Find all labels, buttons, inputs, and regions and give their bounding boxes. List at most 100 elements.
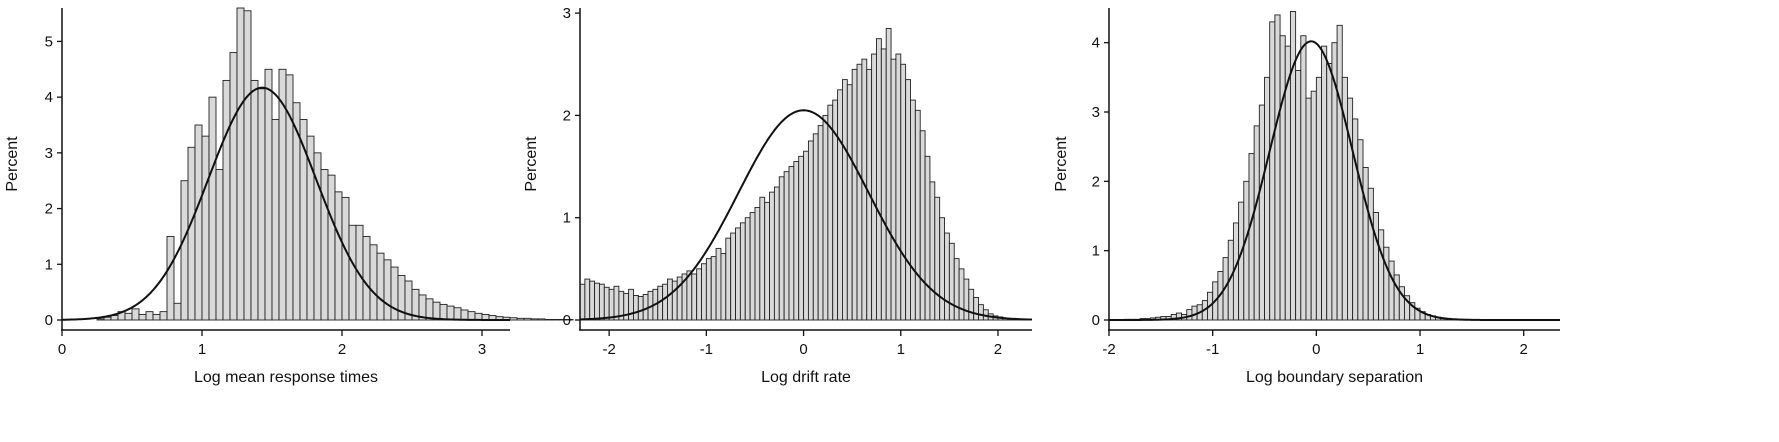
histogram-bar [856,63,863,321]
y-axis-title-drift-rate: Percent [523,136,540,192]
bars-drift-rate [579,28,1028,321]
x-tick-label: 1 [1416,341,1424,358]
histogram-bar [905,79,911,321]
histogram-bar [812,133,819,321]
histogram-bar [637,296,644,321]
histogram-bar [299,118,308,321]
histogram-bar [963,278,970,321]
histogram-bar [1321,45,1328,321]
histogram-bar [1274,14,1281,321]
histogram-bar [180,180,189,321]
histogram-bar [166,235,175,321]
histogram-bar [948,242,955,321]
x-tick-label: 2 [1520,341,1528,358]
x-tick-label: -1 [700,341,713,358]
histogram-bar [895,53,902,321]
y-tick-label: 0 [1092,312,1100,329]
histogram-bar [671,280,678,321]
histogram-bar [720,253,727,321]
histogram-bar [1279,35,1286,321]
histogram-bar [608,288,615,321]
histogram-bar [807,140,814,321]
histogram-bar [194,124,203,321]
histogram-bar [822,114,829,321]
histogram-bar [754,207,761,321]
histogram-bar [390,266,399,321]
y-tick-label: 2 [45,201,53,218]
histogram-bar [662,283,668,321]
histogram-bar [425,298,434,321]
histogram-bar [1269,21,1276,321]
panel-boundary-separation: 0 1 2 3 4 -2 -1 0 1 2 Log boundary separation Per… [1053,8,1560,386]
y-tick-label: 1 [563,210,571,227]
histogram-bar [924,155,931,321]
histogram-bar [890,58,897,321]
histogram-bar [603,286,610,321]
histogram-bar [769,191,775,321]
histogram-bar [383,259,392,321]
histogram-bar [327,174,336,321]
histogram-bar [1336,24,1343,321]
panel-drift-rate: 0 1 2 3 -2 -1 0 1 2 Log drift rate Percent [523,5,1033,386]
histogram-bar [523,317,532,321]
x-tick-label: -2 [602,341,615,358]
x-tick-label: 2 [338,341,346,358]
bars-response-times [96,7,574,321]
y-tick-label: 3 [563,5,571,22]
histogram-bar [880,48,887,321]
bars-boundary-separation [1124,11,1468,321]
histogram-bar [516,317,525,321]
y-tick-label: 2 [563,107,571,124]
x-tick-label: 3 [478,341,486,358]
y-tick-label: 3 [1092,104,1100,121]
histogram-bar [145,311,154,321]
histogram-bar [1310,90,1317,321]
histogram-bar [341,196,350,321]
histogram-bar [710,256,717,321]
histogram-bar [876,38,882,321]
histogram-bar [1378,229,1385,321]
histogram-bar [1383,246,1390,321]
histogram-bar [264,68,273,321]
histogram-bar [885,28,892,321]
axes-drift-rate: 0 1 2 3 -2 -1 0 1 2 [563,5,1032,358]
histogram-bar [460,309,469,321]
axes-boundary-separation: 0 1 2 3 4 -2 -1 0 1 2 [1092,8,1560,358]
y-tick-label: 2 [1092,173,1100,190]
x-tick-label: 1 [897,341,905,358]
histogram-bar [1243,180,1250,321]
histogram-bar [730,232,736,321]
histogram-bar [939,217,945,321]
histogram-bar [910,99,916,321]
histogram-bar [1326,63,1333,321]
histogram-bar [759,196,766,321]
x-tick-label: 1 [198,341,206,358]
histogram-bar [173,302,182,321]
histogram-bar [446,305,455,321]
histogram-bar [1352,118,1359,321]
y-tick-label: 1 [45,256,53,273]
x-tick-label: -2 [1102,341,1115,358]
histogram-bar [929,181,936,321]
histogram-bar [803,150,809,321]
histogram-bar [131,308,140,321]
histogram-bar [376,252,385,321]
histogram-bar [778,176,785,321]
histogram-bar [1357,139,1364,321]
histogram-bar [236,7,245,321]
histogram-bar [735,227,741,321]
panel-response-times: 0 1 2 3 4 5 0 1 2 3 Log mean response times Perce… [4,7,574,386]
histogram-bar [973,297,979,321]
histogram-bar [1367,187,1374,321]
histogram-bar [1253,125,1260,321]
normal-curve-response-times [61,86,510,321]
x-tick-label: -1 [1206,341,1219,358]
histogram-bar [544,318,553,321]
histogram-bar [96,318,105,321]
histogram-bar [633,295,639,321]
histogram-bar [215,169,224,321]
histogram-bar [613,285,620,321]
histogram-bar [453,307,462,321]
normal-curve-boundary-separation [1109,40,1560,321]
histogram-bar [914,109,921,321]
